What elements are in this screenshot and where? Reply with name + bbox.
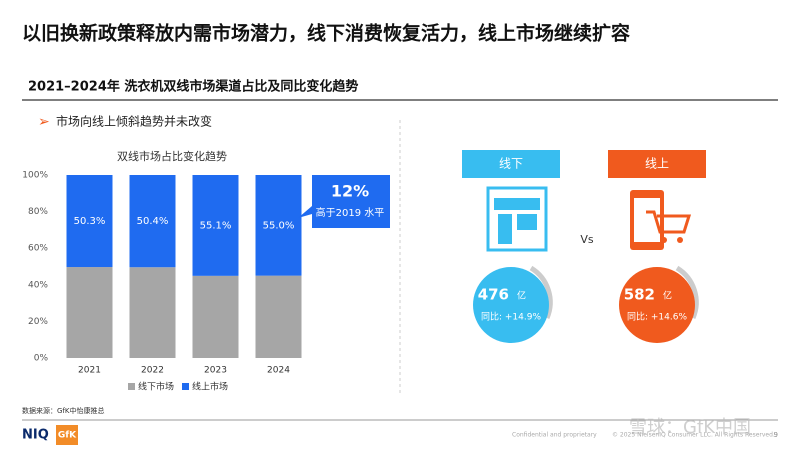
bar-segment (66, 267, 113, 358)
y-tick-label: 60% (28, 244, 48, 254)
legend-swatch (128, 383, 135, 390)
bar-segment (129, 175, 176, 268)
chart-title: 双线市场占比变化趋势 (117, 149, 227, 163)
phone-cart-icon (630, 190, 692, 250)
channel-header (608, 150, 706, 178)
bar-segment (129, 267, 176, 358)
callout-value: 12% (331, 182, 369, 201)
channel-header (462, 150, 560, 178)
section-title: 2021–2024年 洗衣机双线市场渠道占比及同比变化趋势 (28, 79, 358, 95)
legend-label: 线下市场 (138, 381, 174, 393)
amount-unit: 亿 (517, 290, 526, 302)
amount-unit: 亿 (663, 290, 672, 302)
value-label: 55.0% (263, 220, 295, 231)
legend-swatch (182, 383, 189, 390)
growth-arc (675, 265, 699, 319)
bar-segment (192, 175, 239, 276)
confidential: Confidential and proprietary (512, 432, 597, 439)
growth: 同比: +14.6% (627, 311, 687, 323)
vs-label: Vs (580, 233, 594, 246)
value-label: 50.4% (137, 216, 169, 227)
y-tick-label: 0% (34, 354, 49, 364)
x-tick-label: 2024 (267, 366, 290, 376)
logo-gfk-box (56, 425, 78, 445)
logo-niq: NIQ (22, 428, 49, 443)
channel-name: 线下 (499, 157, 523, 171)
callout-box (298, 175, 390, 228)
bar-segment (192, 275, 239, 358)
amount: 582 (624, 286, 655, 304)
amount-circle (619, 267, 695, 343)
x-tick-label: 2022 (141, 366, 164, 376)
value-label: 55.1% (200, 220, 232, 231)
page-number: 9 (774, 431, 778, 439)
y-tick-label: 40% (28, 280, 48, 290)
y-tick-label: 100% (22, 171, 48, 181)
bar-segment (255, 175, 302, 276)
channel-name: 线上 (645, 157, 669, 171)
copyright: © 2025 NielsenIQ Consumer LLC. All Right… (612, 432, 775, 439)
bar-segment (66, 175, 113, 268)
legend-label: 线上市场 (192, 381, 228, 393)
logo-gfk: GfK (58, 431, 77, 441)
bullet-text: 市场向线上倾斜趋势并未改变 (56, 114, 212, 129)
amount: 476 (478, 286, 509, 304)
source: 数据来源：GfK中怡康推总 (22, 406, 104, 415)
x-tick-label: 2021 (78, 366, 101, 376)
amount-circle (473, 267, 549, 343)
growth-arc (529, 265, 553, 319)
bar-segment (255, 275, 302, 358)
x-tick-label: 2023 (204, 366, 227, 376)
y-tick-label: 20% (28, 317, 48, 327)
growth: 同比: +14.9% (481, 311, 541, 323)
callout-text: 高于2019 水平 (316, 206, 385, 219)
bullet-icon: ➢ (38, 114, 50, 130)
slide-title: 以旧换新政策释放内需市场潜力，线下消费恢复活力，线上市场继续扩容 (22, 22, 630, 45)
store-icon (486, 186, 548, 252)
value-label: 50.3% (74, 216, 106, 227)
y-tick-label: 80% (28, 207, 48, 217)
watermark: 雪球：GfK中国 (629, 417, 751, 438)
